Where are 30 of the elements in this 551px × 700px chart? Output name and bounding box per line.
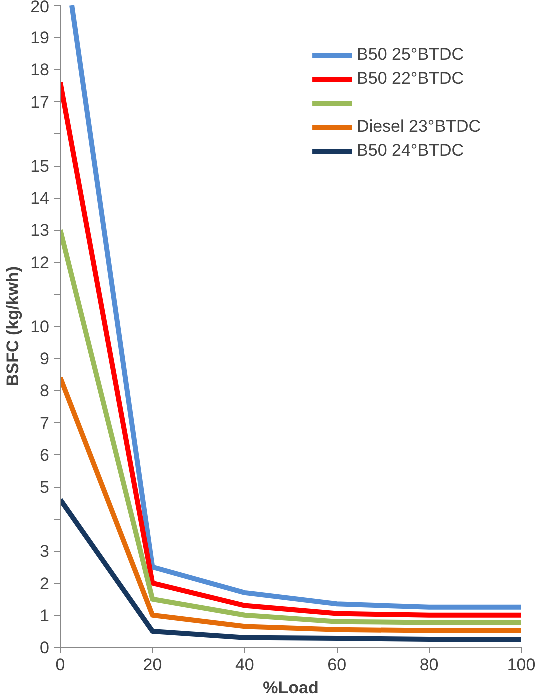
y-tick-label: 14 (30, 189, 50, 208)
y-tick-label: 1 (40, 606, 50, 626)
x-tick-label: 80 (420, 656, 439, 674)
y-tick-label: 10 (30, 318, 50, 336)
y-tick-label: 18 (30, 60, 50, 80)
x-tick-label: 60 (328, 656, 347, 674)
x-tick-label: 0 (56, 656, 66, 674)
legend-label: B50 22°BTDC (357, 69, 464, 89)
x-axis-title: %Load (263, 678, 319, 698)
y-tick-label: 20 (30, 0, 50, 16)
y-tick-label: 19 (30, 28, 50, 48)
y-tick-label: 17 (30, 92, 50, 112)
y-tick-label: 8 (40, 382, 50, 401)
y-tick-label: 0 (40, 638, 50, 658)
y-tick-label: 7 (40, 414, 50, 433)
y-tick-label: 9 (40, 350, 50, 369)
y-tick-label: 2 (40, 574, 50, 594)
y-axis-title: BSFC (kg/kwh) (4, 266, 23, 386)
y-tick-label: 15 (30, 157, 50, 176)
y-tick-label: 12 (30, 253, 50, 272)
y-tick-label: 6 (40, 446, 50, 465)
legend-label: B50 24°BTDC (357, 141, 464, 161)
legend-label: Diesel 23°BTDC (357, 117, 481, 137)
legend-label: B50 25°BTDC (357, 45, 464, 65)
x-tick-label: 100 (507, 656, 536, 674)
x-tick-label: 40 (235, 656, 254, 674)
y-tick-label: 5 (40, 478, 50, 497)
x-tick-label: 20 (143, 656, 162, 674)
y-tick-label: 13 (30, 221, 50, 240)
y-tick-label: 3 (40, 542, 50, 562)
